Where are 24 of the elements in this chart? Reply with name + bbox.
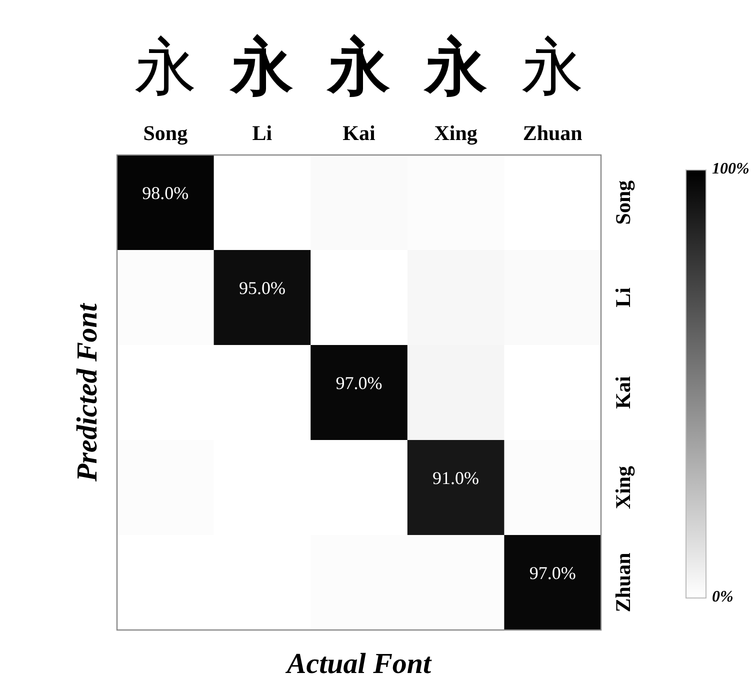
x-tick-label: Song <box>143 121 188 145</box>
text: 永 <box>326 33 390 102</box>
y-tick-label: Xing <box>610 465 635 510</box>
data-label: 98.0% <box>142 183 189 204</box>
color-bar-label: 0% <box>712 588 734 606</box>
text: 永 <box>134 34 196 102</box>
text: 永 <box>522 34 584 102</box>
x-axis-title: Actual Font <box>284 648 432 680</box>
color-bar-label: 100% <box>712 160 750 178</box>
data-label: 95.0% <box>238 278 286 298</box>
x-tick-label: Zhuan <box>522 121 583 145</box>
data-label: 91.0% <box>432 468 480 488</box>
data-label: 97.0% <box>336 373 382 394</box>
y-tick-label: Li <box>610 287 635 308</box>
y-tick-label: Zhuan <box>610 552 635 612</box>
x-tick-label: Kai <box>342 121 376 145</box>
text: 永 <box>229 33 294 102</box>
y-tick-label: Kai <box>610 376 635 409</box>
data-label: 97.0% <box>529 563 576 584</box>
y-tick-label: Song <box>610 180 635 225</box>
x-tick-label: Li <box>252 121 272 145</box>
x-tick-label: Xing <box>434 121 478 145</box>
text: 永 <box>422 33 487 102</box>
y-axis-title: Predicted Font <box>72 302 104 483</box>
